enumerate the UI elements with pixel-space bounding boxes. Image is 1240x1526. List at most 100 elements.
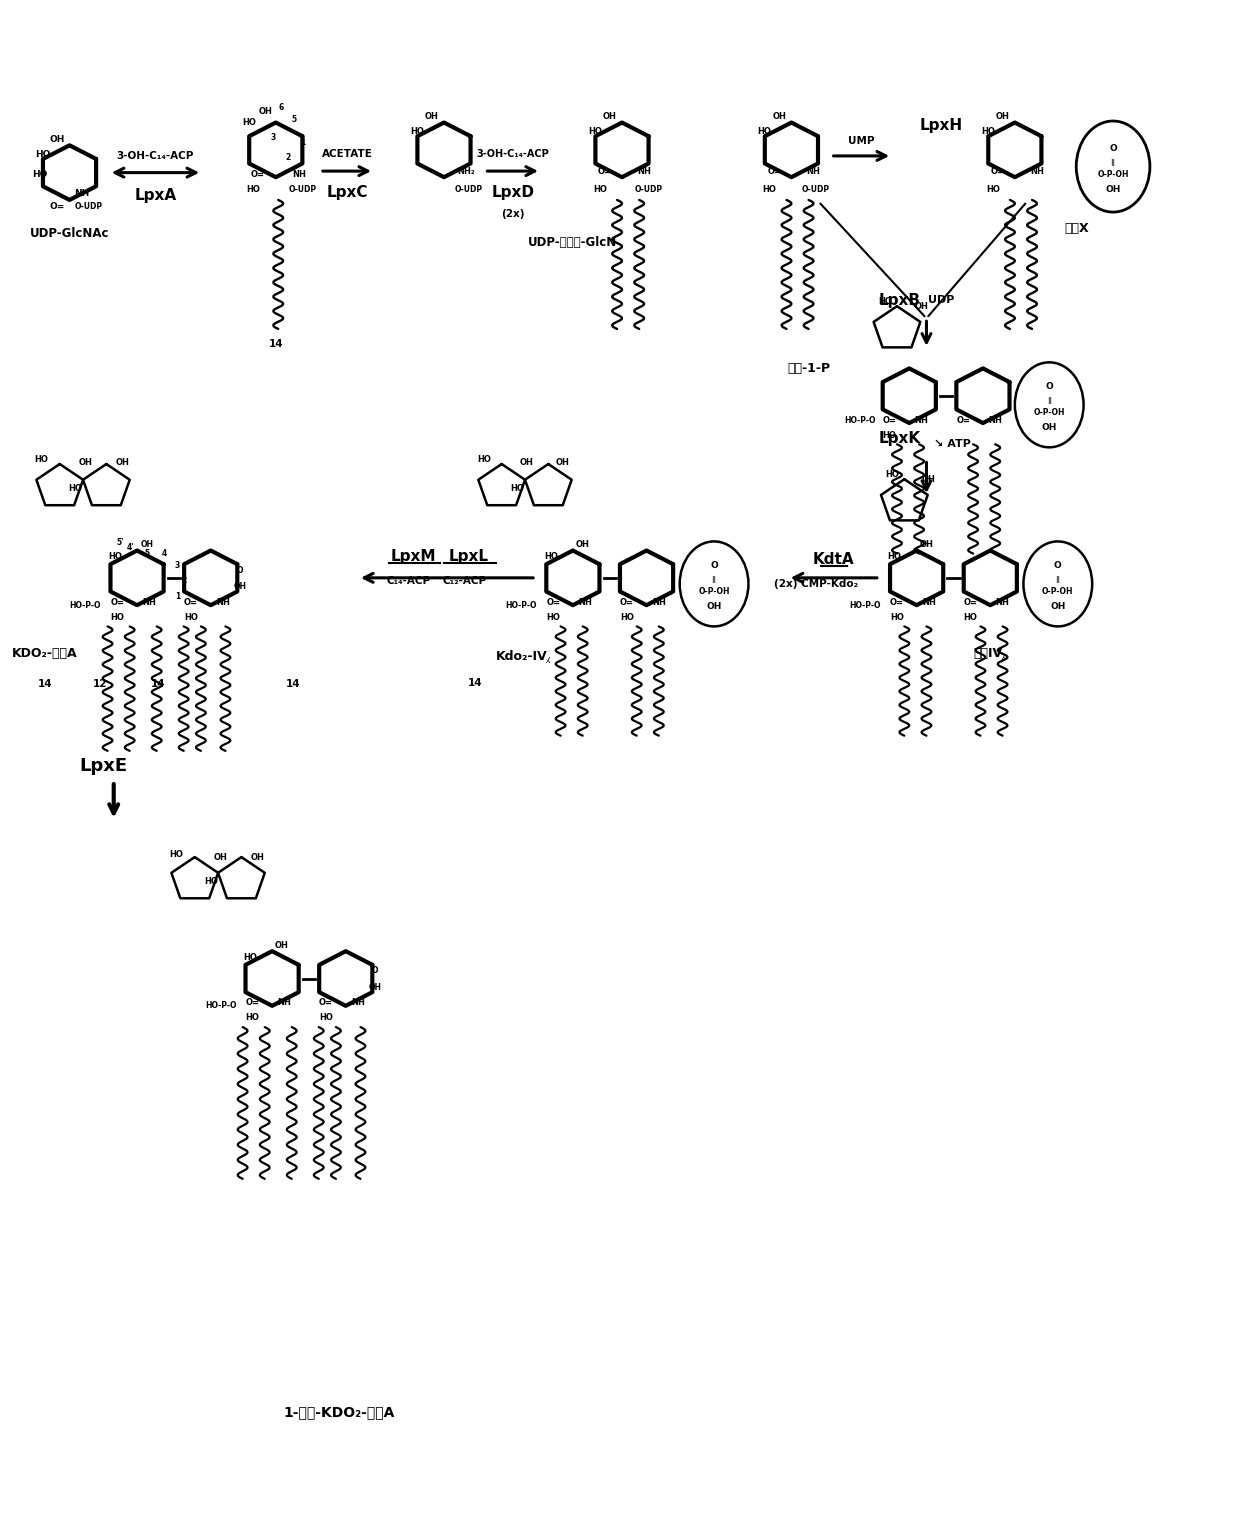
Text: HO: HO (203, 877, 218, 887)
Text: O: O (237, 566, 243, 575)
Text: LpxB: LpxB (878, 293, 920, 308)
Text: OH: OH (275, 940, 289, 949)
Text: HO: HO (319, 1013, 334, 1022)
Text: NH: NH (74, 189, 89, 198)
Text: HO: HO (170, 850, 184, 859)
Text: OH: OH (575, 540, 590, 549)
Text: LpxD: LpxD (491, 185, 534, 200)
Text: OH: OH (1042, 423, 1056, 432)
Text: O=: O= (956, 415, 970, 424)
Text: O=: O= (184, 598, 198, 607)
Text: C₁₄-ACP: C₁₄-ACP (387, 575, 430, 586)
Text: O=: O= (598, 166, 611, 175)
Text: UDP: UDP (928, 295, 955, 305)
Text: HO: HO (246, 1013, 259, 1022)
Text: 3: 3 (175, 562, 180, 571)
Text: HO: HO (758, 127, 771, 136)
Text: NH: NH (923, 598, 936, 607)
Text: 6: 6 (278, 102, 283, 111)
Text: 脆质IV⁁: 脆质IV⁁ (973, 647, 1007, 661)
Text: HO: HO (878, 298, 892, 307)
Text: O-P-OH: O-P-OH (1097, 169, 1128, 179)
Text: HO: HO (981, 127, 994, 136)
Text: O-UDP: O-UDP (455, 185, 482, 194)
Text: HO: HO (544, 552, 558, 562)
Text: OH: OH (425, 111, 439, 121)
Text: 12: 12 (93, 679, 108, 690)
Text: NH: NH (806, 166, 821, 175)
Text: HO: HO (477, 455, 491, 464)
Text: HO: HO (963, 613, 977, 621)
Text: NH: NH (216, 598, 229, 607)
Text: HO: HO (108, 552, 122, 562)
Text: HO-P-O: HO-P-O (844, 415, 875, 424)
Text: O=: O= (883, 415, 897, 424)
Text: C₁₂-ACP: C₁₂-ACP (443, 575, 487, 586)
Text: HO: HO (547, 613, 560, 621)
Text: 1-脆磷-KDO₂-脆质A: 1-脆磷-KDO₂-脆质A (284, 1405, 396, 1419)
Text: 脆质X: 脆质X (1064, 223, 1089, 235)
Text: 二糖-1-P: 二糖-1-P (787, 362, 830, 375)
Text: OH: OH (140, 540, 154, 549)
Text: O: O (1054, 562, 1061, 571)
Text: NH: NH (578, 598, 591, 607)
Text: O=: O= (963, 598, 977, 607)
Text: O: O (1045, 382, 1053, 391)
Text: O=: O= (250, 169, 264, 179)
Text: OH: OH (259, 107, 273, 116)
Text: HO-P-O: HO-P-O (69, 601, 102, 610)
Text: HO: HO (242, 118, 255, 127)
Text: 5': 5' (117, 539, 124, 548)
Text: OH: OH (915, 302, 929, 311)
Text: UDP-GlcNAc: UDP-GlcNAc (30, 227, 109, 240)
Text: 14: 14 (150, 679, 165, 690)
Text: O-P-OH: O-P-OH (1033, 407, 1065, 417)
Text: OH: OH (773, 111, 786, 121)
Text: O-P-OH: O-P-OH (1042, 588, 1074, 597)
Text: OH: OH (556, 458, 570, 467)
Text: HO: HO (410, 127, 424, 136)
Text: NH: NH (278, 998, 291, 1007)
Text: OH: OH (920, 540, 934, 549)
Text: OH: OH (603, 111, 616, 121)
Text: HO: HO (68, 484, 83, 493)
Text: ||: || (1055, 575, 1060, 583)
Text: OH: OH (1050, 603, 1065, 612)
Text: HO: HO (35, 150, 50, 159)
Text: 2: 2 (285, 153, 290, 162)
Text: (2x) CMP-Kdo₂: (2x) CMP-Kdo₂ (774, 578, 858, 589)
Text: HO: HO (110, 613, 124, 621)
Text: O: O (1110, 143, 1117, 153)
Text: 14: 14 (269, 339, 283, 349)
Text: OH: OH (250, 853, 264, 862)
Text: O=: O= (991, 166, 1004, 175)
Text: HO: HO (890, 613, 904, 621)
Text: OH: OH (50, 134, 64, 143)
Text: LpxC: LpxC (326, 185, 368, 200)
Text: HO: HO (247, 185, 260, 194)
Text: LpxE: LpxE (79, 757, 128, 775)
Text: O-UDP: O-UDP (289, 185, 317, 194)
Text: OH: OH (520, 458, 533, 467)
Text: (2x): (2x) (501, 209, 525, 218)
Text: O: O (711, 562, 718, 571)
Text: OH: OH (923, 475, 936, 484)
Text: 14: 14 (285, 679, 300, 690)
Text: OH: OH (996, 111, 1009, 121)
Text: O=: O= (768, 166, 781, 175)
Text: 3-OH-C₁₄-ACP: 3-OH-C₁₄-ACP (476, 150, 549, 159)
Text: HO: HO (184, 613, 198, 621)
Text: ACETATE: ACETATE (321, 150, 372, 159)
Text: 4: 4 (161, 549, 166, 559)
Text: HO: HO (763, 185, 776, 194)
Text: 1: 1 (175, 592, 180, 601)
Text: O=: O= (547, 598, 560, 607)
Text: OH: OH (78, 458, 93, 467)
Text: HO-P-O: HO-P-O (849, 601, 880, 610)
Text: Kdo₂-IV⁁: Kdo₂-IV⁁ (496, 650, 552, 664)
Text: O-UDP: O-UDP (635, 185, 663, 194)
Text: NH: NH (1030, 166, 1044, 175)
Text: HO-P-O: HO-P-O (205, 1001, 237, 1010)
Text: ||: || (712, 575, 717, 583)
Text: 14: 14 (37, 679, 52, 690)
